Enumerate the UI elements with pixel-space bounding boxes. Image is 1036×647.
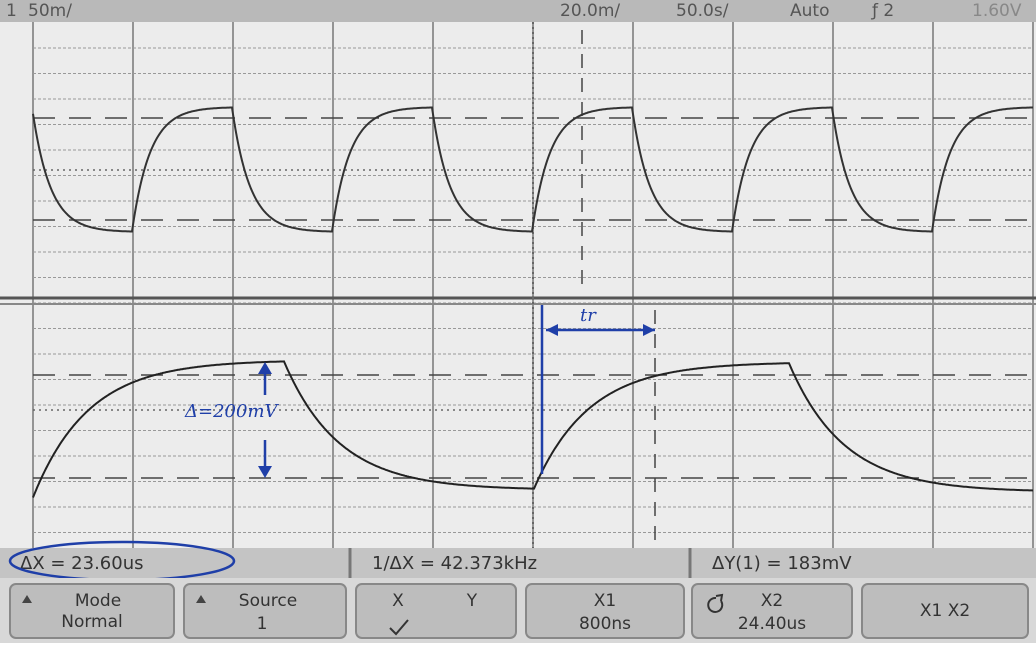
- softkey-label: Mode: [75, 591, 121, 611]
- softkey-xy[interactable]: [356, 584, 516, 638]
- softkey-label: X1 X2: [920, 601, 970, 621]
- rise-time-label: tr: [580, 305, 597, 326]
- softkey-label: X1: [594, 591, 616, 611]
- softkey-label: Y: [466, 591, 478, 611]
- inverse-delta-x: 1/ΔX = 42.373kHz: [372, 553, 537, 574]
- softkey-value: 24.40us: [738, 614, 806, 634]
- delta-x: ΔX = 23.60us: [20, 553, 144, 574]
- trigger-source: ƒ 2: [870, 1, 894, 21]
- softkey-value: 800ns: [579, 614, 631, 634]
- trigger-level: 1.60V: [972, 1, 1022, 21]
- timebase: 50.0s/: [676, 1, 729, 21]
- delta-label: Δ=200mV: [184, 401, 280, 422]
- softkey-value: 1: [257, 614, 268, 634]
- softkey-label: X2: [761, 591, 783, 611]
- channel-number: 1: [6, 1, 17, 21]
- softkey-label: Source: [239, 591, 297, 611]
- delta-y: ΔY(1) = 183mV: [712, 553, 852, 574]
- softkey-value: Normal: [61, 612, 123, 632]
- softkey-label: X: [392, 591, 404, 611]
- background: [0, 0, 1036, 643]
- channel-scale: 50m/: [28, 1, 72, 21]
- trigger-mode: Auto: [790, 1, 829, 21]
- second-scale: 20.0m/: [560, 1, 620, 21]
- oscilloscope-screen: 1 50m/ 20.0m/ 50.0s/ Auto ƒ 2 1.60V tr Δ…: [0, 0, 1036, 643]
